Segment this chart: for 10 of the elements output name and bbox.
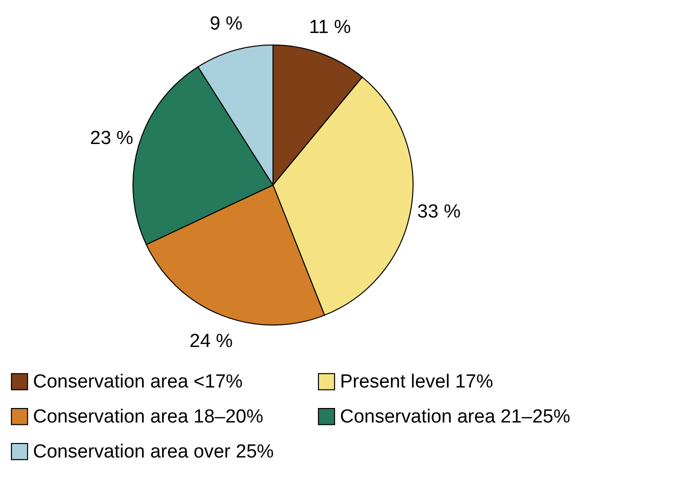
legend-label: Conservation area <17% xyxy=(33,372,243,393)
data-label: 33 % xyxy=(417,201,461,222)
data-label: 9 % xyxy=(210,14,243,35)
data-label: 23 % xyxy=(90,128,134,150)
data-label: 24 % xyxy=(190,331,233,352)
legend-label: Conservation area over 25% xyxy=(33,442,274,462)
legend-label: Present level 17% xyxy=(340,372,494,393)
legend-label: Conservation area 21–25% xyxy=(340,406,570,428)
data-label: 11 % xyxy=(308,16,351,38)
legend-label: Conservation area 18–20% xyxy=(33,406,264,428)
